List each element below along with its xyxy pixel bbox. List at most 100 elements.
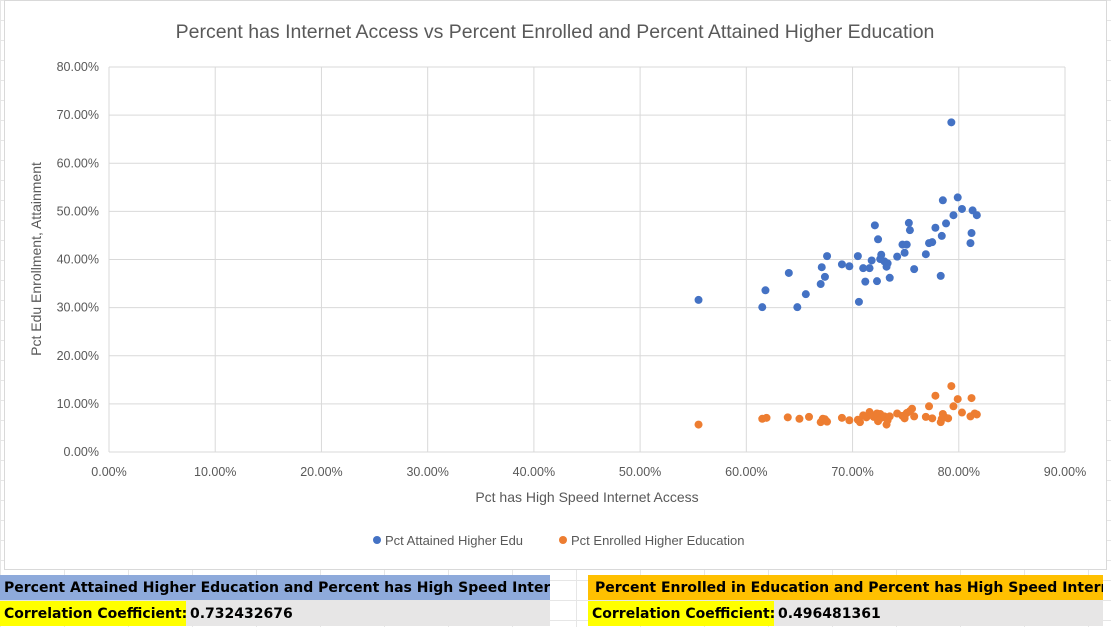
x-tick-label: 80.00% (938, 465, 980, 479)
attained-point (953, 193, 962, 202)
enrolled-correlation-header: Percent Enrolled in Education and Percen… (588, 575, 1103, 600)
attained-point (820, 272, 829, 281)
enrolled-point (949, 402, 958, 411)
y-tick-label: 50.00% (57, 204, 99, 218)
enrolled-point (953, 395, 962, 404)
attained-point (861, 277, 870, 286)
y-axis-title: Pct Edu Enrollment, Attainment (28, 162, 44, 356)
y-tick-label: 60.00% (57, 156, 99, 170)
legend-label: Pct Attained Higher Edu (385, 533, 523, 548)
attained-point (893, 252, 902, 261)
attained-point (910, 265, 919, 274)
y-tick-label: 80.00% (57, 60, 99, 74)
enrolled-point (931, 391, 940, 400)
attained-point (874, 235, 883, 244)
x-axis-title: Pct has High Speed Internet Access (475, 489, 698, 505)
attained-point (845, 262, 854, 271)
attained-point (937, 231, 946, 240)
legend-label: Pct Enrolled Higher Education (571, 533, 744, 548)
legend-marker (559, 536, 567, 544)
attained-point (761, 286, 770, 295)
attained-point (867, 256, 876, 265)
y-tick-label: 30.00% (57, 301, 99, 315)
enrolled-point (783, 413, 792, 422)
y-tick-label: 20.00% (57, 349, 99, 363)
y-tick-label: 40.00% (57, 253, 99, 267)
enrolled-point (947, 382, 956, 391)
attained-point (967, 229, 976, 238)
attained-point (758, 303, 767, 312)
enrolled-correlation-label: Correlation Coefficient: (588, 601, 774, 626)
attained-point (966, 239, 975, 248)
chart-area[interactable]: 0.00% 10.00% 20.00% 30.00% 40.00% 50.00% 60.00… (4, 0, 1107, 570)
enrolled-point (921, 412, 930, 421)
attained-point (885, 273, 894, 282)
attained-correlation-value: 0.732432676 (186, 601, 550, 626)
enrolled-point (972, 410, 981, 419)
enrolled-point (910, 412, 919, 421)
enrolled-point (795, 414, 804, 423)
enrolled-point (694, 420, 703, 429)
attained-point (928, 238, 937, 247)
attained-point (870, 221, 879, 230)
attained-point (859, 264, 868, 273)
x-tick-label: 40.00% (513, 465, 555, 479)
y-tick-label: 10.00% (57, 397, 99, 411)
legend-marker (373, 536, 381, 544)
attained-point (931, 223, 940, 232)
enrolled-point (908, 404, 917, 413)
attained-correlation-header: Percent Attained Higher Education and Pe… (0, 575, 550, 600)
enrolled-point (762, 413, 771, 422)
attained-point (877, 250, 886, 259)
attained-correlation-label: Correlation Coefficient: (0, 601, 186, 626)
x-tick-label: 20.00% (300, 465, 342, 479)
enrolled-point (885, 412, 894, 421)
axis-tick-labels: 0.00% 10.00% 20.00% 30.00% 40.00% 50.00% 60.00… (57, 60, 1087, 479)
attained-point (817, 263, 826, 272)
enrolled-point (957, 408, 966, 417)
x-tick-label: 0.00% (91, 465, 126, 479)
attained-point (694, 295, 703, 304)
attained-point (853, 252, 862, 261)
attained-point (949, 211, 958, 220)
x-tick-label: 70.00% (831, 465, 873, 479)
attained-point (793, 303, 802, 312)
scatter-chart: 0.00% 10.00% 20.00% 30.00% 40.00% 50.00% 60.00… (28, 21, 1087, 548)
y-tick-label: 70.00% (57, 108, 99, 122)
attained-point (816, 280, 825, 289)
enrolled-point (855, 418, 864, 427)
attained-point (957, 204, 966, 213)
attained-point (801, 290, 810, 299)
enrolled-point (805, 412, 814, 421)
attained-point (938, 196, 947, 205)
x-tick-label: 10.00% (194, 465, 236, 479)
attained-point (883, 259, 892, 268)
y-tick-label: 0.00% (64, 445, 99, 459)
attained-point (921, 250, 930, 259)
data-points (694, 118, 981, 429)
attained-point (823, 252, 832, 261)
attained-point (872, 277, 881, 286)
attained-point (904, 218, 913, 227)
enrolled-point (925, 402, 934, 411)
x-tick-label: 60.00% (725, 465, 767, 479)
attained-point (972, 211, 981, 220)
x-tick-label: 30.00% (406, 465, 448, 479)
attained-point (865, 264, 874, 273)
attained-point (837, 260, 846, 269)
attained-point (942, 219, 951, 228)
enrolled-point (823, 417, 832, 426)
attained-point (900, 248, 909, 257)
enrolled-point (837, 413, 846, 422)
enrolled-point (845, 416, 854, 425)
x-tick-label: 90.00% (1044, 465, 1086, 479)
enrolled-point (944, 414, 953, 423)
attained-point (784, 268, 793, 277)
enrolled-correlation-value: 0.496481361 (774, 601, 1103, 626)
gridlines (108, 66, 1066, 453)
chart-title: Percent has Internet Access vs Percent E… (176, 21, 935, 43)
enrolled-point (967, 394, 976, 403)
attained-point (854, 297, 863, 306)
attained-point (936, 271, 945, 280)
attained-point (902, 240, 911, 249)
